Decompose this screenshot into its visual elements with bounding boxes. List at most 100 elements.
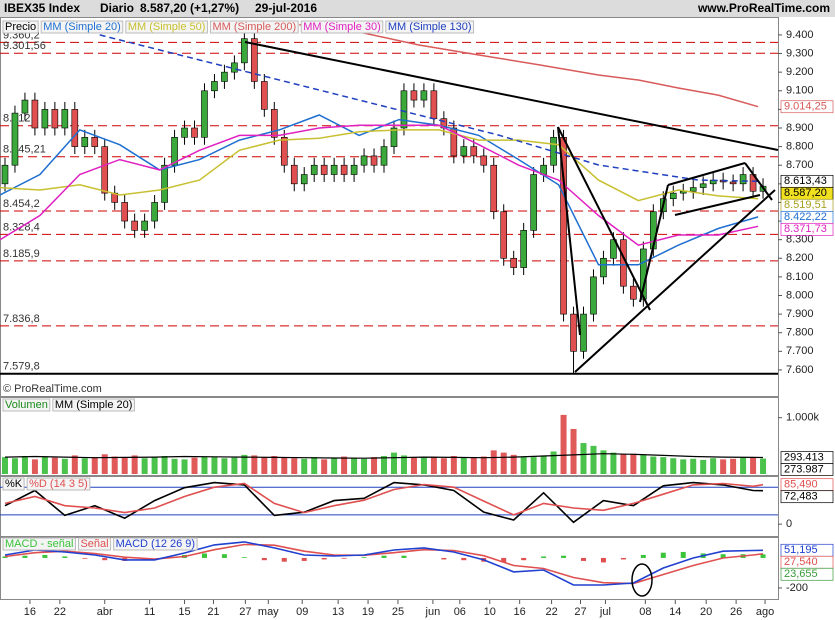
y-tick-label: 9.100 — [786, 85, 814, 97]
candle-body — [480, 155, 488, 166]
candle-body — [350, 164, 358, 175]
y-tick-label: 9.300 — [786, 47, 814, 59]
x-tick-label: 10 — [484, 606, 496, 618]
candle-body — [360, 155, 368, 166]
y-tick-label: 7.800 — [786, 327, 814, 339]
series-line — [4, 543, 764, 585]
candle-body — [41, 109, 49, 129]
value-badge — [780, 463, 834, 476]
volume-bar — [31, 459, 38, 474]
volume-bar — [21, 455, 28, 474]
volume-bar — [520, 456, 527, 474]
volume-bar — [760, 458, 767, 474]
volume-bar — [680, 459, 687, 474]
candle-body — [510, 257, 517, 268]
level-label: 7.579,8 — [3, 361, 40, 373]
level-label: 8.745,21 — [3, 144, 46, 156]
series-line — [4, 453, 764, 459]
volume-bar — [730, 458, 737, 474]
volume-bar — [410, 457, 417, 474]
legend-box — [2, 477, 25, 491]
candle-body — [390, 127, 398, 147]
series-line — [4, 541, 764, 586]
y-tick-label: 9.400 — [786, 29, 814, 41]
candle-body — [380, 146, 388, 166]
candle-body — [11, 112, 19, 166]
badge-label: 72,483 — [784, 491, 818, 503]
candle-body — [211, 81, 218, 92]
legend-item: MM (Simple 130) — [388, 21, 472, 33]
macd-bar — [760, 554, 766, 558]
candle-body — [520, 230, 527, 268]
legend-item: MACD - señal — [5, 538, 73, 550]
panel-frame — [0, 476, 779, 537]
badge-label: 51,195 — [784, 544, 818, 556]
candle-body — [141, 220, 148, 231]
badge-label: 273.987 — [784, 463, 824, 475]
volume-bar — [700, 459, 707, 474]
volume-bar — [131, 455, 138, 474]
macd-bar — [521, 557, 527, 561]
legend-item: %K — [5, 478, 23, 490]
macd-bar — [720, 554, 726, 558]
candle-body — [320, 164, 328, 175]
panel-frame — [0, 397, 779, 476]
candle-body — [121, 202, 128, 222]
x-tick-label: 14 — [669, 606, 681, 618]
x-tick-label: ago — [756, 606, 774, 618]
macd-bar — [201, 553, 207, 558]
candle-body — [330, 164, 338, 175]
macd-bar — [361, 557, 367, 558]
volume-bar — [1, 457, 8, 474]
macd-bar — [42, 554, 48, 558]
x-tick-label: 22 — [54, 606, 66, 618]
candle-body — [370, 155, 378, 166]
x-tick-label: 15 — [178, 606, 190, 618]
legend-box — [40, 20, 124, 34]
volume-bar — [570, 428, 577, 474]
volume-bar — [91, 457, 98, 474]
y-tick-label: 8.900 — [786, 122, 814, 134]
candle-body — [21, 99, 29, 114]
volume-bar — [381, 455, 388, 474]
legend-box — [209, 20, 299, 34]
candle-body — [201, 90, 208, 138]
badge-label: 27,540 — [784, 556, 818, 568]
y-tick-label: 9.200 — [786, 66, 814, 78]
candle-body — [669, 192, 677, 200]
x-tick-label: 13 — [332, 606, 344, 618]
candle-body — [460, 146, 468, 157]
candle-body — [71, 109, 79, 147]
volume-bar — [351, 458, 358, 474]
badge-label: 85,490 — [784, 479, 818, 491]
candle-body — [1, 164, 9, 185]
value-badge — [780, 567, 834, 581]
volume-bar — [51, 457, 58, 474]
badge-label: 293.413 — [784, 451, 824, 463]
x-tick-label: 21 — [207, 606, 219, 618]
volume-bar — [470, 457, 477, 474]
volume-bar — [480, 456, 487, 474]
candle-body — [630, 285, 637, 300]
legend-box — [300, 20, 384, 34]
legend-item: MM (Simple 30) — [303, 21, 381, 33]
volume-bar — [750, 457, 757, 474]
x-tick-label: 20 — [700, 606, 712, 618]
legend-box — [2, 20, 39, 34]
y-tick-label: 7.900 — [786, 308, 814, 320]
legend-item: %D (14 3 5) — [29, 478, 88, 490]
legend-box — [77, 537, 112, 551]
volume-bar — [311, 457, 318, 474]
badge-label: 8.371,73 — [784, 223, 827, 235]
volume-bar — [241, 454, 248, 474]
x-tick-label: 27 — [239, 606, 251, 618]
macd-bar — [62, 556, 68, 558]
volume-bar — [660, 457, 667, 474]
candle-body — [450, 127, 458, 157]
volume-bar — [141, 458, 148, 474]
legend-box — [385, 20, 475, 34]
period: Diario — [100, 1, 134, 15]
candle-body — [739, 174, 747, 185]
candle-body — [729, 181, 737, 185]
volume-bar — [640, 454, 647, 474]
